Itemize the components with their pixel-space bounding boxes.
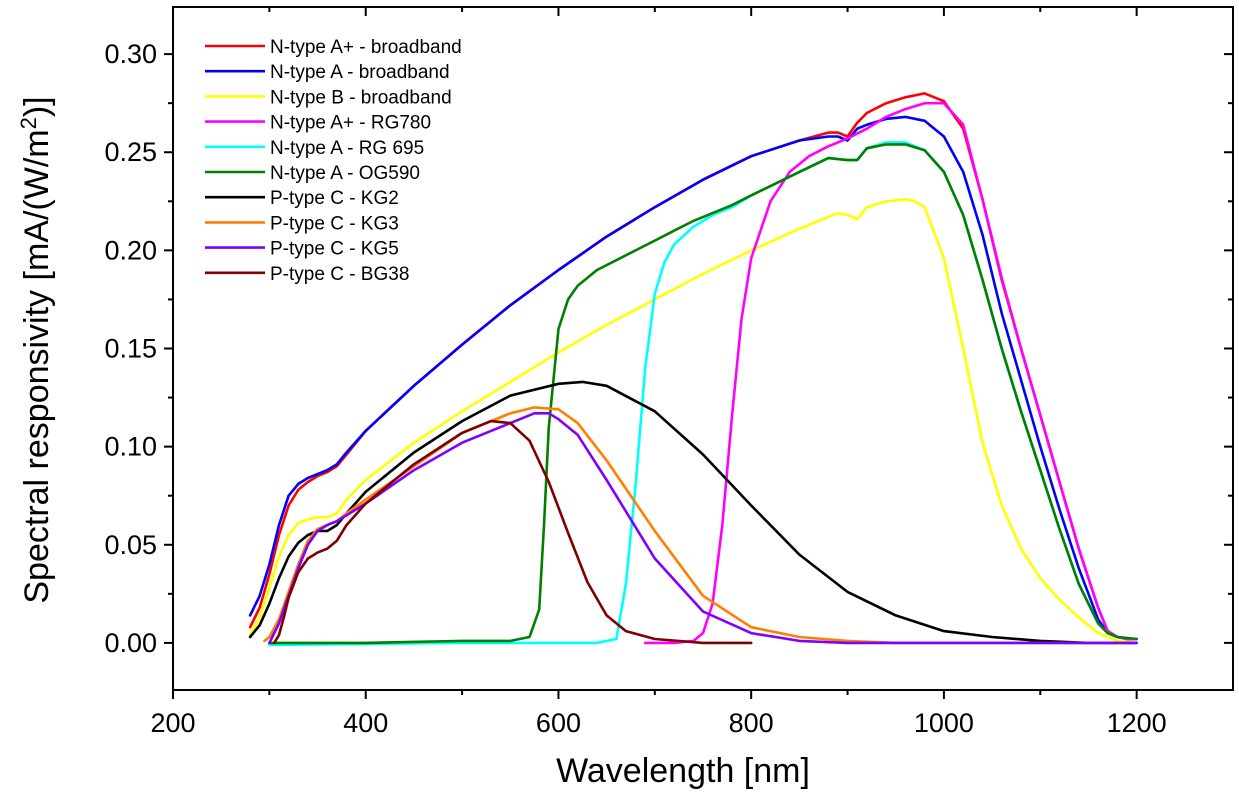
series-line-2 — [248, 115, 1138, 641]
axis-tick-labels: 200 400 600 800 1000 1200 0.00 0.05 0.10 0.15 0.20… — [104, 39, 1166, 738]
x-tick-label: 1200 — [1107, 708, 1167, 738]
series-line-4 — [643, 101, 1138, 645]
legend-label-4: N-type A+ - RG780 — [270, 113, 431, 134]
y-tick-label: 0.20 — [104, 235, 157, 265]
series-lines — [248, 92, 1138, 647]
axis-ticks — [164, 7, 1233, 699]
legend-label-9: P-type C - KG5 — [270, 239, 399, 260]
x-tick-label: 200 — [150, 708, 195, 738]
y-tick-label: 0.05 — [104, 530, 157, 560]
y-tick-label: 0.15 — [104, 334, 157, 364]
y-tick-label: 0.10 — [104, 432, 157, 462]
y-tick-label: 0.30 — [104, 39, 157, 69]
legend-label-3: N-type B - broadband — [270, 87, 452, 108]
series-line-6 — [268, 143, 1138, 645]
y-axis-title: Spectral responsivity [mA/(W/m2)] — [16, 96, 57, 603]
series-line-10 — [272, 419, 753, 645]
x-tick-label: 800 — [729, 708, 774, 738]
y-axis-title-sup: 2 — [16, 117, 41, 129]
y-tick-label: 0.25 — [104, 137, 157, 167]
y-axis-title-end: )] — [18, 96, 56, 117]
legend-label-6: N-type A - OG590 — [270, 163, 420, 184]
x-axis-title: Wavelength [nm] — [556, 752, 810, 790]
y-axis-title-main: Spectral responsivity [mA/(W/m — [18, 129, 56, 603]
legend-label-1: N-type A+ - broadband — [270, 37, 462, 58]
x-tick-label: 600 — [536, 708, 581, 738]
legend-label-7: P-type C - KG2 — [270, 188, 399, 209]
series-line-3 — [248, 198, 1138, 645]
x-tick-label: 400 — [343, 708, 388, 738]
legend-label-8: P-type C - KG3 — [270, 213, 399, 234]
plot-border — [172, 6, 1234, 691]
legend-label-2: N-type A - broadband — [270, 62, 450, 83]
series-line-9 — [268, 412, 1138, 645]
plot-frame — [172, 6, 1234, 691]
legend-label-5: N-type A - RG 695 — [270, 138, 424, 159]
x-tick-label: 1000 — [914, 708, 974, 738]
series-line-7 — [248, 380, 1138, 645]
y-tick-label: 0.00 — [104, 628, 157, 658]
legend: N-type A+ - broadband N-type A - broadban… — [205, 37, 462, 285]
legend-label-10: P-type C - BG38 — [270, 264, 409, 285]
